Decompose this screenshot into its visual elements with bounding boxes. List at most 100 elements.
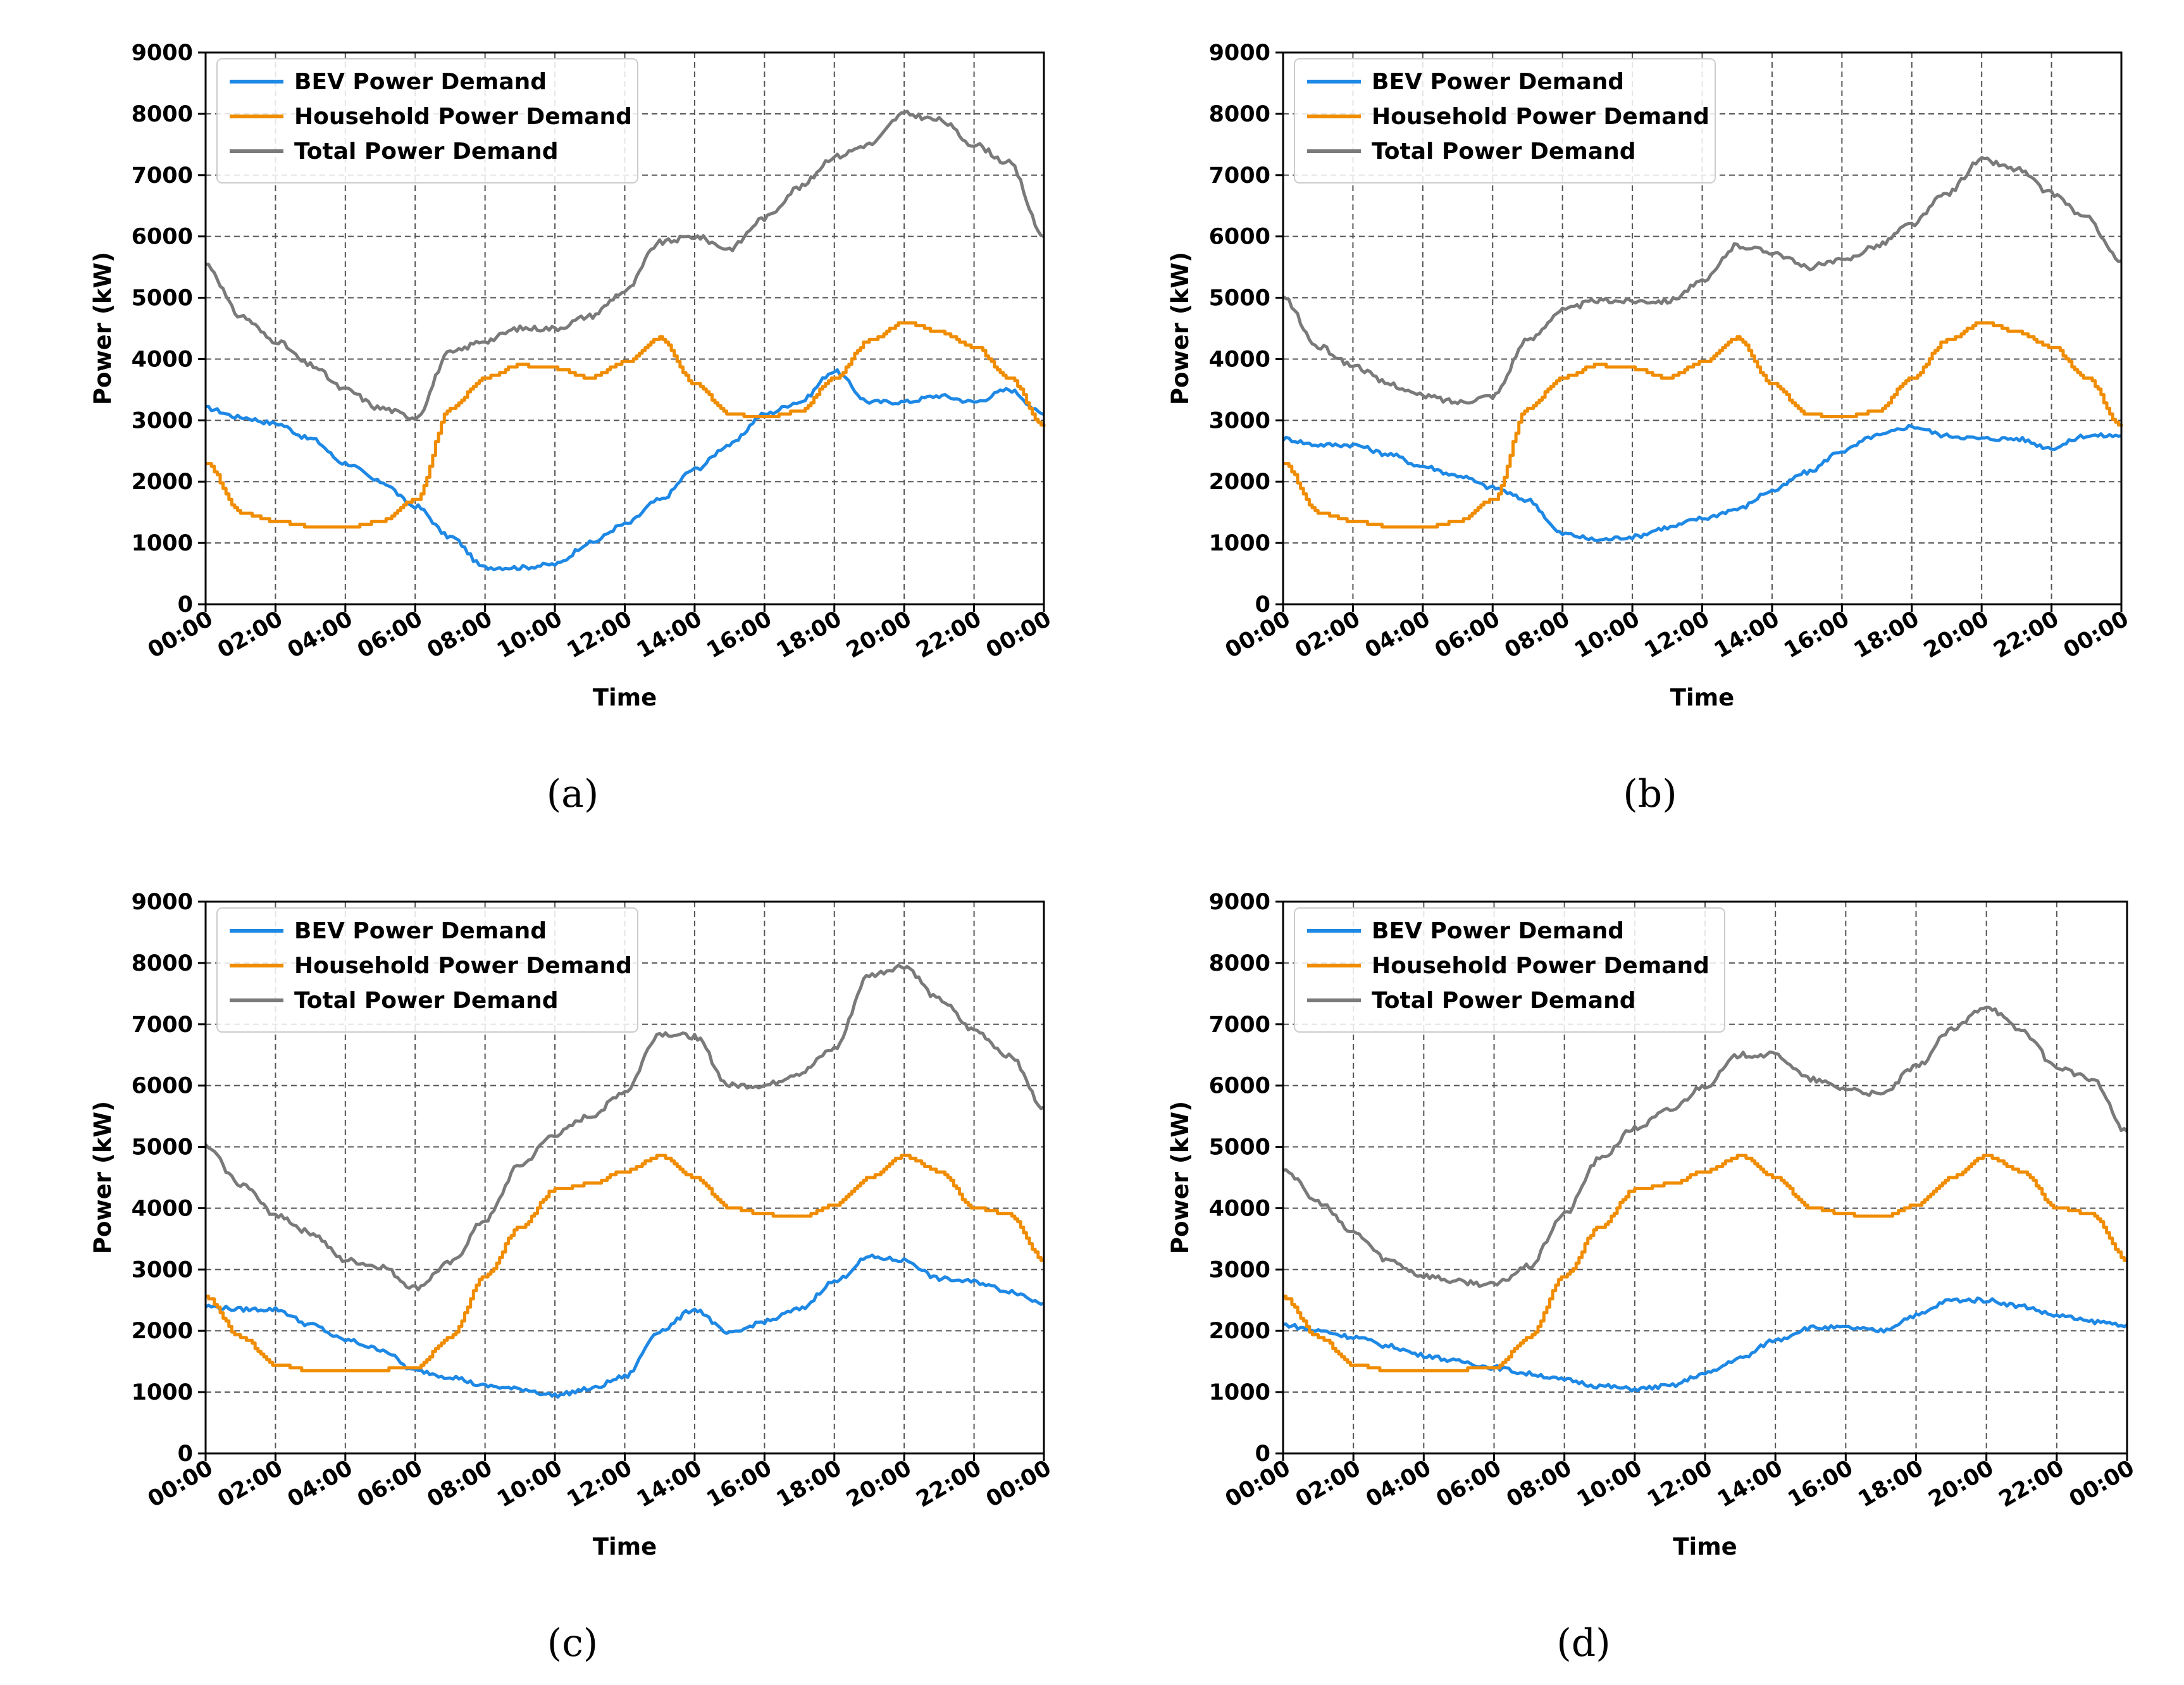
x-tick-label: 06:00: [1432, 1455, 1506, 1512]
y-tick-label: 9000: [132, 40, 193, 66]
legend-box: [216, 58, 638, 183]
x-tick-label: 04:00: [1361, 606, 1434, 663]
x-tick-label: 02:00: [1291, 606, 1364, 663]
x-tick-label: 12:00: [563, 1455, 636, 1512]
legend-label-bev: BEV Power Demand: [1372, 918, 1624, 944]
legend-box: [216, 907, 638, 1033]
y-tick-label: 2000: [1209, 1319, 1270, 1344]
series-line-household: [1283, 1153, 2127, 1372]
panel-caption: (a): [547, 772, 599, 816]
series-line-total: [1282, 1005, 2128, 1288]
x-tick-label: 22:00: [912, 1455, 986, 1512]
legend-label-household: Household Power Demand: [1372, 953, 1709, 979]
x-tick-label: 08:00: [423, 606, 497, 663]
y-tick-label: 4000: [132, 1196, 193, 1221]
x-tick-label: 08:00: [423, 1455, 497, 1512]
series-line-total: [1282, 156, 2122, 406]
y-tick-label: 2000: [132, 469, 193, 495]
x-tick-label: 00:00: [2065, 1455, 2138, 1512]
legend-label-total: Total Power Demand: [294, 988, 558, 1014]
series-line-total: [204, 964, 1045, 1291]
y-tick-label: 0: [1255, 592, 1270, 618]
y-tick-label: 7000: [1209, 1012, 1270, 1038]
x-tick-label: 04:00: [1362, 1455, 1435, 1512]
y-tick-label: 1000: [132, 531, 193, 556]
y-tick-label: 9000: [132, 890, 193, 915]
panel-caption: (c): [547, 1621, 598, 1665]
y-tick-label: 2000: [132, 1319, 193, 1344]
x-tick-label: 12:00: [1643, 1455, 1716, 1512]
y-tick-label: 1000: [1209, 1380, 1270, 1405]
x-tick-label: 10:00: [1570, 606, 1644, 663]
y-tick-label: 7000: [132, 163, 193, 189]
x-tick-label: 02:00: [213, 1455, 287, 1512]
legend-label-bev: BEV Power Demand: [1372, 69, 1624, 95]
x-axis-label: Time: [1670, 684, 1735, 711]
y-tick-label: 5000: [1209, 1135, 1270, 1160]
x-tick-label: 00:00: [982, 606, 1055, 663]
y-axis-label: Power (kW): [89, 1101, 116, 1254]
y-tick-label: 1000: [1209, 531, 1270, 556]
series-line-household: [206, 1153, 1044, 1372]
x-tick-label: 22:00: [1990, 606, 2063, 663]
chart-panel-d: 0 1000 2000 3000 4000 5000 6000 7000 8000 9000 00:…: [1167, 890, 2139, 1665]
legend-label-total: Total Power Demand: [294, 139, 558, 165]
y-tick-label: 3000: [132, 408, 193, 433]
x-tick-label: 16:00: [702, 606, 776, 663]
x-axis-label: Time: [593, 1533, 657, 1560]
x-tick-label: 14:00: [633, 1455, 706, 1512]
y-tick-label: 0: [1255, 1441, 1270, 1467]
panel-caption: (b): [1623, 772, 1677, 816]
x-tick-label: 18:00: [772, 1455, 846, 1512]
y-tick-label: 6000: [1209, 225, 1270, 250]
x-tick-label: 08:00: [1501, 606, 1574, 663]
series-line-total: [205, 109, 1045, 421]
chart-panel-a: 0 1000 2000 3000 4000 5000 6000 7000 8000 9000 00:…: [89, 40, 1056, 816]
y-tick-label: 8000: [1209, 102, 1270, 127]
x-tick-label: 20:00: [842, 606, 915, 663]
y-tick-label: 4000: [1209, 1196, 1270, 1221]
x-tick-label: 00:00: [2059, 606, 2133, 663]
y-tick-label: 0: [178, 592, 193, 618]
y-tick-label: 4000: [132, 347, 193, 372]
chart-panel-c: 0 1000 2000 3000 4000 5000 6000 7000 8000 9000 00:…: [89, 890, 1056, 1665]
x-tick-label: 22:00: [1995, 1455, 2068, 1512]
legend-label-household: Household Power Demand: [294, 953, 632, 979]
x-tick-label: 10:00: [493, 1455, 566, 1512]
y-tick-label: 5000: [1209, 286, 1270, 311]
x-tick-label: 08:00: [1503, 1455, 1576, 1512]
y-tick-label: 8000: [1209, 951, 1270, 976]
x-tick-label: 06:00: [1430, 606, 1504, 663]
x-tick-label: 02:00: [1291, 1455, 1365, 1512]
x-axis-label: Time: [593, 684, 657, 711]
series-line-bev: [205, 368, 1045, 571]
y-tick-label: 5000: [132, 286, 193, 311]
series-line-bev: [1282, 1296, 2128, 1393]
y-tick-label: 8000: [132, 102, 193, 127]
x-tick-label: 18:00: [1850, 606, 1923, 663]
x-tick-label: 12:00: [1641, 606, 1714, 663]
y-tick-label: 6000: [132, 1074, 193, 1099]
x-tick-label: 10:00: [1573, 1455, 1646, 1512]
y-tick-label: 3000: [1209, 1257, 1270, 1283]
x-tick-label: 18:00: [1854, 1455, 1928, 1512]
legend-label-household: Household Power Demand: [294, 104, 632, 130]
y-tick-label: 0: [178, 1441, 193, 1467]
x-tick-label: 04:00: [283, 606, 357, 663]
x-tick-label: 16:00: [1780, 606, 1853, 663]
x-axis-label: Time: [1673, 1533, 1737, 1560]
x-tick-label: 18:00: [772, 606, 846, 663]
chart-panel-b: 0 1000 2000 3000 4000 5000 6000 7000 8000 9000 00:…: [1167, 40, 2133, 816]
y-tick-label: 3000: [132, 1257, 193, 1283]
legend-box: [1294, 58, 1716, 183]
x-tick-label: 10:00: [493, 606, 566, 663]
x-tick-label: 22:00: [912, 606, 986, 663]
x-tick-label: 00:00: [982, 1455, 1055, 1512]
y-tick-label: 6000: [1209, 1074, 1270, 1099]
y-tick-label: 1000: [132, 1380, 193, 1405]
x-tick-label: 06:00: [353, 1455, 426, 1512]
x-tick-label: 16:00: [702, 1455, 776, 1512]
series-line-household: [1283, 321, 2123, 529]
series-line-bev: [1282, 423, 2122, 542]
